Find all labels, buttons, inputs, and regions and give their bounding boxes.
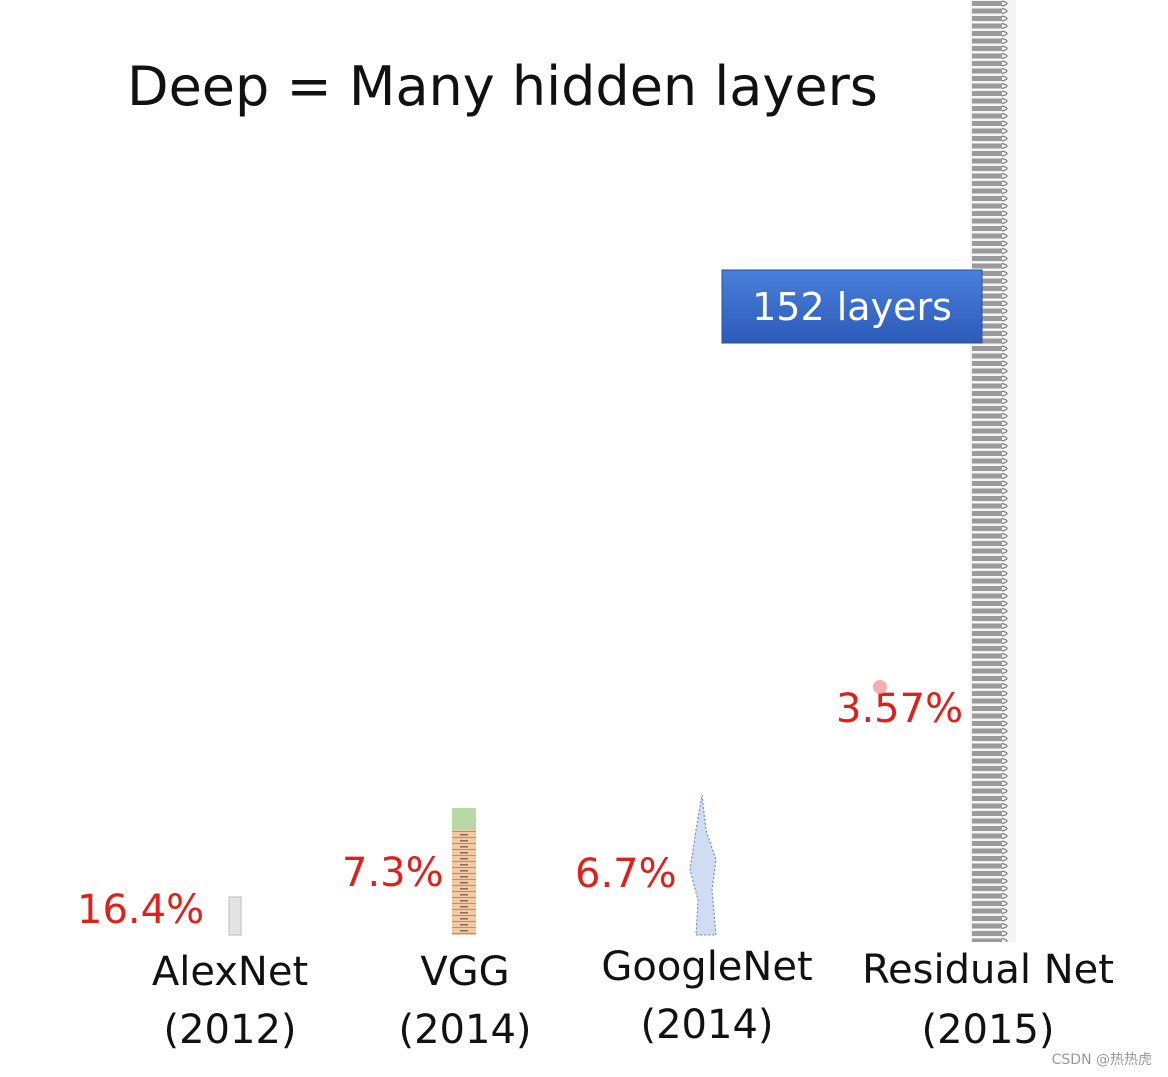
googlenet-diagram bbox=[689, 794, 717, 936]
error-rate: 16.4% bbox=[77, 887, 204, 933]
network-year: (2015) bbox=[921, 1007, 1054, 1053]
pointer bbox=[873, 680, 887, 694]
vgg-top bbox=[452, 808, 476, 830]
alexnet-diagram bbox=[228, 896, 242, 936]
network-name: AlexNet bbox=[152, 949, 308, 995]
callout-box bbox=[721, 269, 983, 344]
title: Deep = Many hidden layers bbox=[127, 55, 878, 118]
network-name: Residual Net bbox=[862, 947, 1114, 993]
network-year: (2012) bbox=[163, 1007, 296, 1053]
network-year: (2014) bbox=[640, 1002, 773, 1048]
network-year: (2014) bbox=[398, 1007, 531, 1053]
network-name: VGG bbox=[420, 949, 509, 995]
watermark: CSDN @热热虎 bbox=[1052, 1052, 1152, 1068]
resnet-diagram bbox=[970, 0, 1016, 942]
error-rate: 6.7% bbox=[575, 851, 677, 897]
error-rate: 7.3% bbox=[342, 850, 444, 896]
error-rate: 3.57% bbox=[836, 686, 963, 732]
callout-text: 152 layers bbox=[752, 285, 952, 329]
network-name: GoogleNet bbox=[601, 944, 812, 990]
